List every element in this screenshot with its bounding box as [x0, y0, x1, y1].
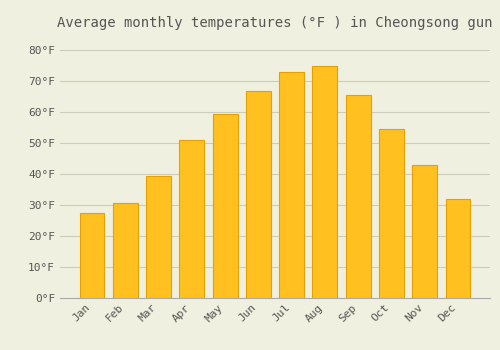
Bar: [279, 72, 304, 298]
Bar: [113, 203, 138, 298]
Bar: [212, 114, 238, 298]
Bar: [146, 175, 171, 298]
Bar: [379, 129, 404, 298]
Title: Average monthly temperatures (°F ) in Cheongsong gun: Average monthly temperatures (°F ) in Ch…: [57, 16, 493, 30]
Bar: [246, 91, 271, 298]
Bar: [180, 140, 204, 298]
Bar: [80, 212, 104, 298]
Bar: [412, 165, 437, 298]
Bar: [446, 199, 470, 298]
Bar: [346, 95, 370, 298]
Bar: [312, 66, 338, 297]
